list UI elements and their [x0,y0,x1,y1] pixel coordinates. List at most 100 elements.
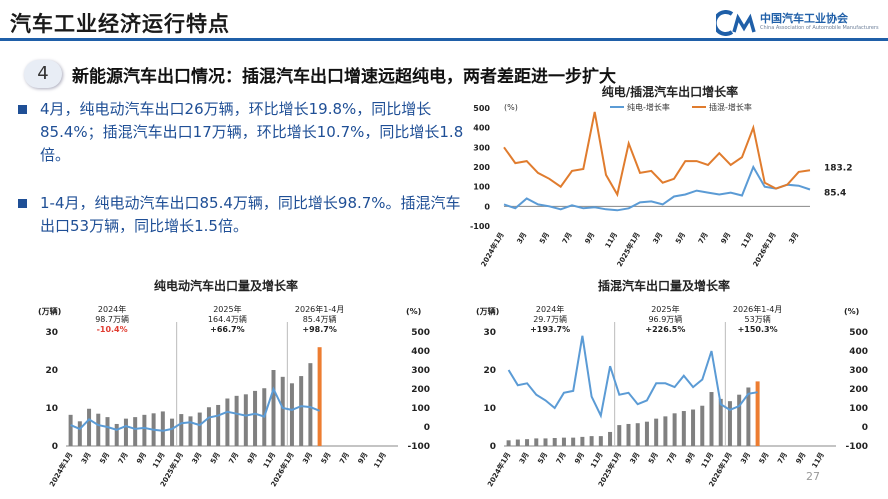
x-tick-label: 5月 [674,231,687,245]
end-value-label: 85.4 [824,189,846,199]
x-tick-label: 2024年1月 [485,451,512,489]
annotation-quantity: 29.7万辆 [533,314,567,324]
bar [534,438,539,446]
y1-tick-label: 20 [483,366,496,376]
bar [142,414,147,446]
bar [243,394,248,446]
bar [188,416,193,446]
chart-title: 插混汽车出口量及增长率 [598,278,730,293]
y1-tick-label: 30 [45,328,58,338]
annotation-quantity: 85.4万辆 [303,314,337,324]
y2-tick-label: 0 [424,423,430,433]
annotation-rate: +150.3% [738,325,778,334]
section-title: 新能源汽车出口情况：插混汽车出口增速远超纯电，两者差距进一步扩大 [72,67,616,87]
x-tick-label: 3月 [518,451,531,465]
bar [105,417,110,446]
bar [672,413,677,446]
x-tick-label: 5月 [536,451,549,465]
y2-axis-unit: (%) [844,307,859,316]
bar-highlight [317,347,322,446]
logo-subtitle: China Association of Automobile Manufact… [760,25,879,31]
x-tick-label: 7月 [561,231,574,245]
bar [663,416,668,446]
page-title: 汽车工业经济运行特点 [10,12,230,36]
bar-highlight [755,381,760,446]
bar [133,417,138,446]
phev-export-bar-chart: 插混汽车出口量及增长率(万辆) (%)3020100500400300200100… [476,278,868,489]
annotation-year: 2026年1-4月 [733,304,782,314]
annotation-rate: +66.7% [210,325,244,334]
bar [737,394,742,446]
annotation-year: 2025年 [213,304,241,314]
bar [691,409,696,446]
bar [552,438,557,446]
y2-tick-label: -100 [407,442,430,452]
legend-label: 插混-增长率 [709,102,752,112]
caam-logo: 中国汽车工业协会 China Association of Automobile… [712,10,884,36]
bar [299,376,304,446]
y1-axis-unit: (万辆) [476,306,499,316]
bar [308,363,313,446]
x-tick-label: 5月 [320,451,333,465]
x-tick-label: 5月 [98,451,111,465]
bar [234,395,239,446]
annotation-rate: -10.4% [97,325,128,334]
annotation-quantity: 98.7万辆 [95,314,129,324]
bar [626,423,631,446]
chart-title: 纯电动汽车出口量及增长率 [154,278,298,293]
y-tick-label: 500 [473,104,490,113]
x-tick-label: 2024年1月 [47,451,74,489]
bar [525,439,530,446]
bar [123,418,128,446]
y2-axis-unit: (%) [406,307,421,316]
section-number-badge: 4 [24,60,62,88]
y-tick-label: 100 [473,183,490,192]
y1-tick-label: 10 [483,404,496,414]
y2-tick-label: 200 [849,385,868,395]
x-tick-label: 9月 [795,451,808,465]
y2-tick-label: 0 [862,423,868,433]
y1-tick-label: 0 [52,442,58,452]
series-line-1 [503,164,811,212]
bar [644,421,649,446]
growth-rate-line [507,335,758,419]
bar [608,431,613,446]
x-tick-label: 11月 [604,231,619,250]
bar [206,407,211,446]
bar [96,413,101,446]
bar [635,423,640,446]
bar [718,398,723,446]
bar [271,370,276,446]
x-tick-label: 7月 [117,451,130,465]
bar [617,425,622,446]
bar [709,392,714,446]
bar [700,405,705,446]
x-tick-label: 3月 [516,231,529,245]
x-tick-label: 9月 [584,231,597,245]
annotation-rate: +98.7% [302,325,336,334]
bullet-square-icon [18,199,27,208]
x-tick-label: 3月 [788,231,801,245]
x-tick-label: 7月 [227,451,240,465]
bar [681,411,686,446]
annotation-rate: +226.5% [645,325,685,334]
x-tick-label: 11月 [811,451,826,470]
bar [114,423,119,446]
x-tick-label: 5月 [647,451,660,465]
title-underline [0,38,888,41]
bar [289,383,294,446]
bar [87,408,92,446]
bev-export-bar-chart: 纯电动汽车出口量及增长率(万辆) (%)302010050040030020010… [38,278,430,489]
x-tick-label: 9月 [573,451,586,465]
caam-logo-icon [712,10,756,36]
growth-rate-line [70,386,320,432]
y-tick-label: 200 [473,163,490,172]
bar [68,414,73,446]
chart-title: 纯电/插混汽车出口增长率 [602,84,738,99]
end-value-label: 183.2 [824,163,852,173]
bar [589,436,594,446]
x-tick-label: 11月 [373,451,388,470]
y2-tick-label: 500 [849,328,868,338]
bar [179,414,184,446]
annotation-year: 2024年 [98,304,126,314]
